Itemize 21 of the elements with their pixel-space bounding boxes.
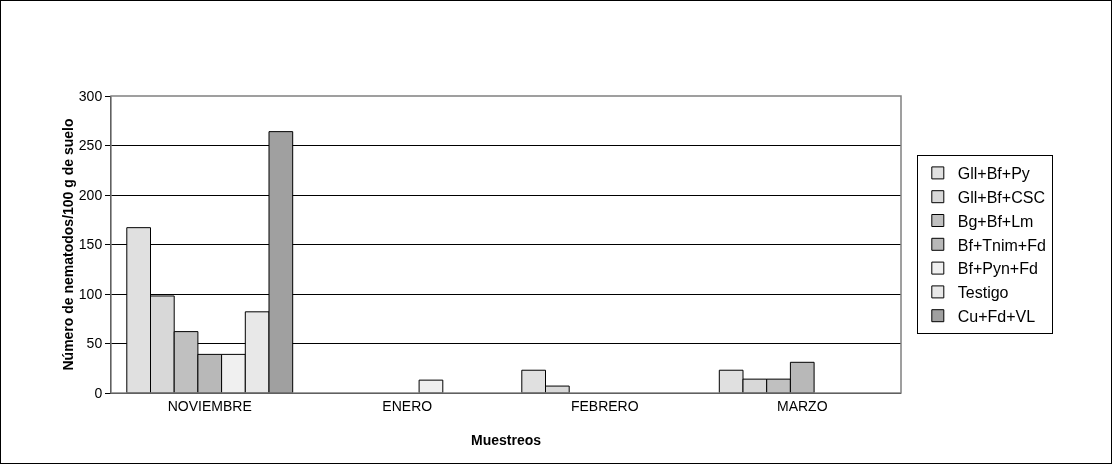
x-tick-label: ENERO [382,397,433,414]
y-tick-label: 300 [78,87,103,104]
legend-label: Bf+Tnim+Fd [957,236,1046,254]
legend-label: Testigo [957,284,1009,302]
y-tick-label: 200 [78,186,103,203]
legend-label: Bf+Pyn+Fd [957,260,1038,278]
legend-label: Bg+Bf+Lm [957,212,1034,230]
x-tick-label: NOVIEMBRE [167,397,252,414]
y-tick-label: 0 [94,384,103,401]
legend-label: Cu+Fd+VL [957,307,1036,325]
y-axis-title: Número de nematodos/100 g de suelo [60,118,76,371]
bar [418,379,444,393]
y-tick-label: 150 [78,236,103,253]
y-tick-label: 50 [86,335,103,352]
legend-label: Gll+Bf+Py [957,165,1030,183]
legend-label: Gll+Bf+CSC [957,188,1045,206]
x-tick-label: MARZO [776,397,828,414]
x-tick-label: FEBRERO [570,397,639,414]
x-axis-title: Muestreos [470,432,542,449]
y-tick-label: 100 [78,285,103,302]
y-tick-label: 250 [78,137,103,154]
